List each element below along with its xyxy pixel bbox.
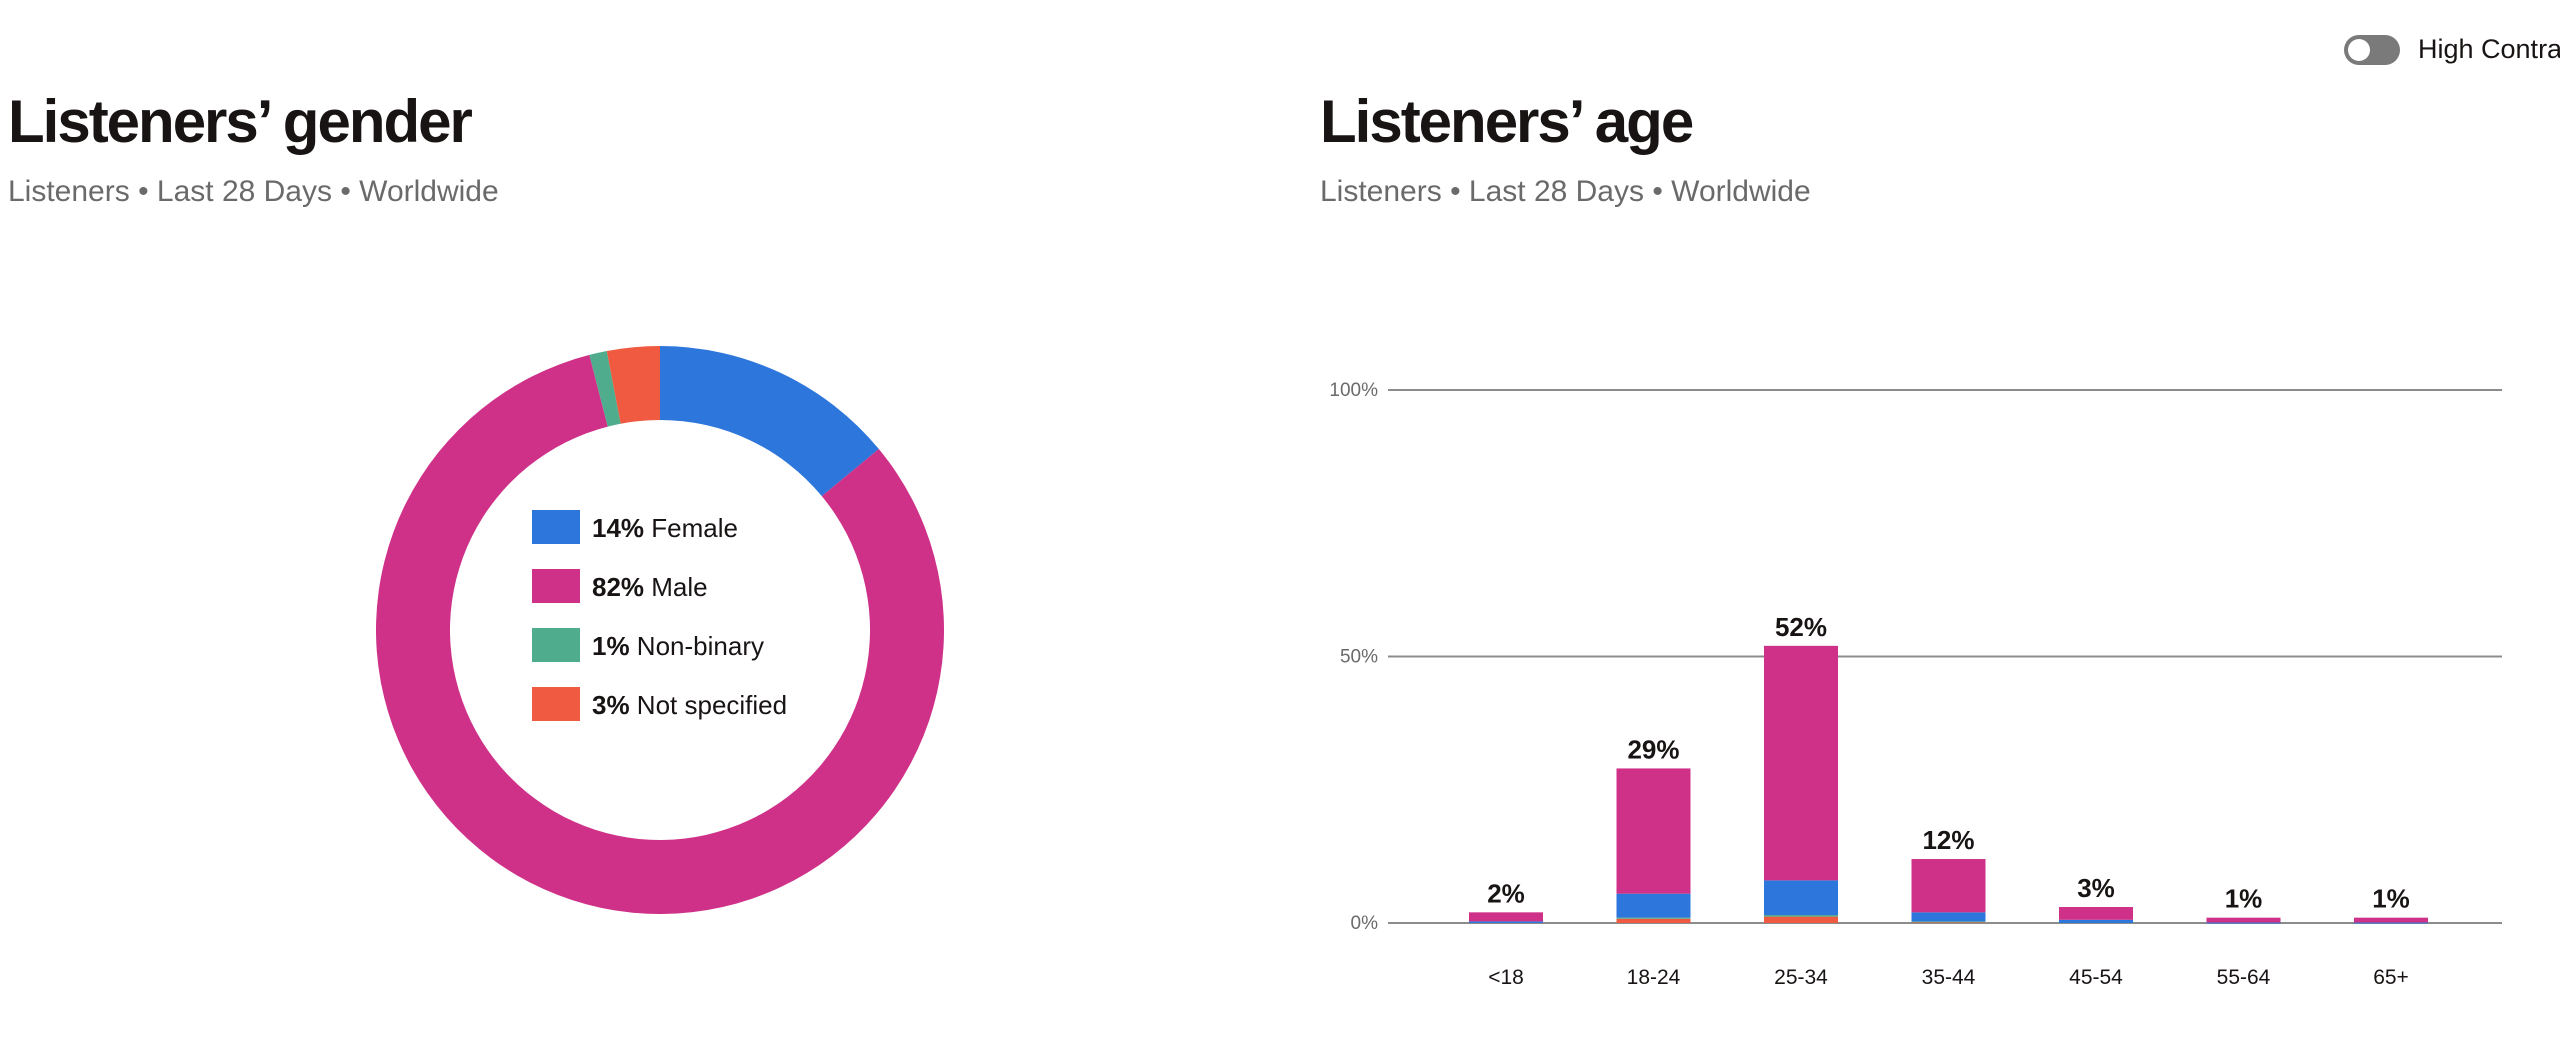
bar-total-label: 1% [2372, 884, 2410, 914]
bar-segment [1911, 921, 1986, 923]
x-tick-label: 25-34 [1774, 966, 1828, 989]
bar-segment [1616, 768, 1691, 894]
age-panel-subtitle: Listeners • Last 28 Days • Worldwide [1320, 175, 1811, 208]
bar-segment [2206, 917, 2281, 923]
donut-slice-not-specified [606, 346, 660, 424]
donut-slice-non-binary [589, 351, 621, 427]
age-bar-chart: 0% 50% 100% 2% <18 29% 18-24 52% 25-34 12% 35-44 3… [1329, 380, 2502, 989]
bar-total-label: 2% [1487, 878, 1525, 908]
legend-swatch-male [532, 569, 580, 603]
bar-total-label: 12% [1922, 825, 1974, 855]
legend-label-male: 82% Male [592, 572, 708, 602]
bar-segment [1764, 916, 1838, 923]
bar-total-label: 52% [1775, 612, 1827, 642]
age-panel-title: Listeners’ age [1320, 88, 1694, 155]
legend-swatch-female [532, 510, 580, 544]
gender-donut-chart: 14% Female 82% Male 1% Non-binary 3% Not sp… [375, 346, 944, 915]
donut-slice-female [660, 346, 879, 497]
legend-label-non-binary: 1% Non-binary [592, 631, 764, 661]
legend-swatch-non-binary [532, 628, 580, 662]
gender-panel-subtitle: Listeners • Last 28 Days • Worldwide [8, 175, 499, 208]
bar-segment [1469, 921, 1543, 923]
legend-label-not-specified: 3% Not specified [592, 690, 787, 720]
high-contrast-label: High Contrast [2418, 34, 2560, 64]
x-tick-label: <18 [1488, 966, 1524, 989]
y-tick-label: 50% [1340, 647, 1378, 668]
legend-label-female: 14% Female [592, 513, 738, 543]
bar-segment [1616, 917, 1691, 919]
bar-segment [2059, 919, 2133, 923]
bar-total-label: 3% [2077, 873, 2115, 903]
gender-panel-title: Listeners’ gender [8, 88, 473, 155]
x-tick-label: 45-54 [2069, 966, 2123, 989]
y-tick-label: 100% [1329, 380, 1378, 401]
y-tick-label: 0% [1351, 913, 1379, 934]
x-tick-label: 65+ [2373, 966, 2409, 989]
bar-segment [2354, 922, 2428, 924]
bar-segment [2354, 917, 2428, 923]
bar-total-label: 1% [2225, 884, 2263, 914]
bar-segment [1764, 645, 1838, 881]
bar-segment [1911, 859, 1986, 913]
bar-segment [1764, 915, 1838, 917]
bar-segment [1616, 918, 1691, 923]
bar-segment [2059, 907, 2133, 920]
legend-swatch-not-specified [532, 687, 580, 721]
high-contrast-toggle[interactable]: High Contrast [2344, 34, 2560, 65]
bar-segment [1911, 921, 1986, 923]
x-tick-label: 35-44 [1922, 966, 1976, 989]
bar-segment [2206, 922, 2281, 924]
bar-segment [1764, 880, 1838, 916]
high-contrast-switch-knob [2348, 38, 2370, 61]
x-tick-label: 18-24 [1627, 966, 1681, 989]
bar-total-label: 29% [1627, 734, 1679, 764]
bar-segment [1469, 912, 1543, 922]
x-tick-label: 55-64 [2217, 966, 2271, 989]
bar-segment [1911, 912, 1986, 922]
bar-segment [1616, 893, 1691, 918]
high-contrast-switch[interactable] [2344, 34, 2400, 65]
